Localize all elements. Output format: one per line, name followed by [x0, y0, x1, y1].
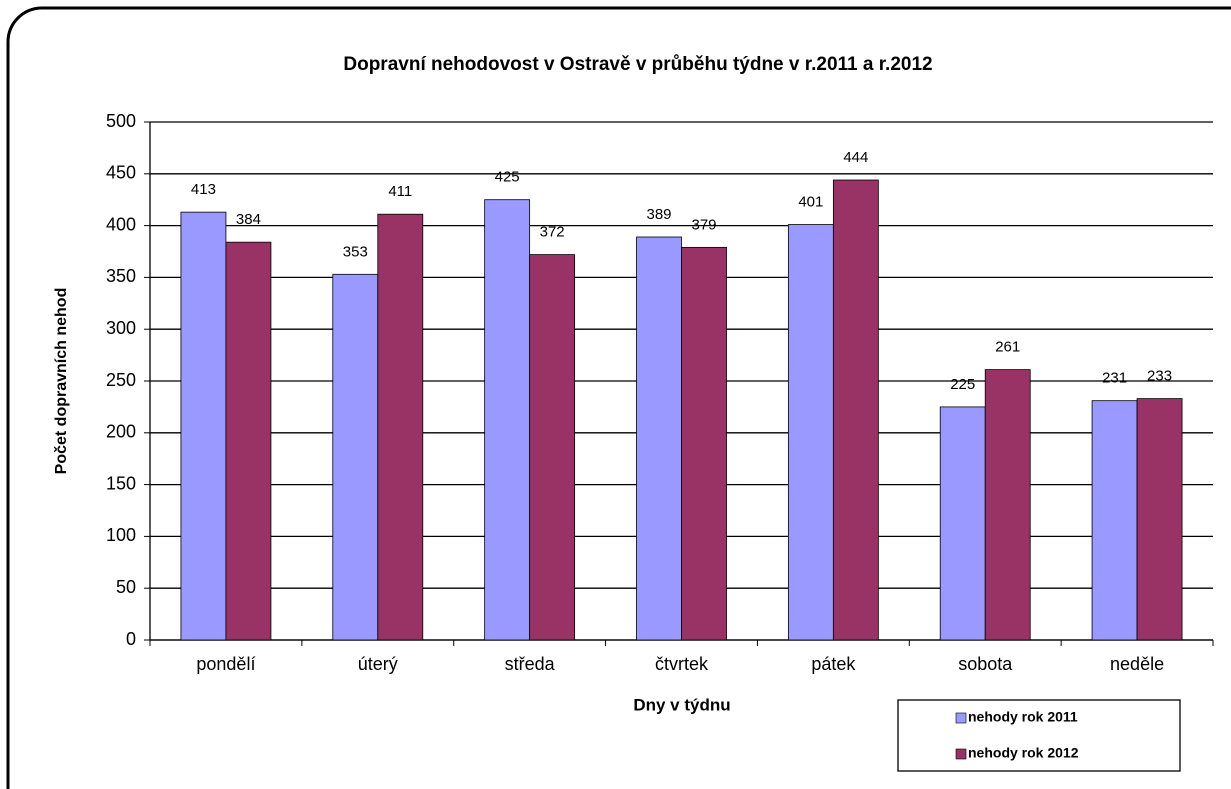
y-tick-label: 200 [106, 422, 136, 442]
data-label: 353 [343, 243, 368, 260]
y-tick-label: 250 [106, 370, 136, 390]
legend-box [897, 699, 1181, 772]
y-axis-label: Počet dopravních nehod [53, 288, 70, 475]
y-tick-label: 0 [126, 629, 136, 649]
y-tick-label: 450 [106, 163, 136, 183]
data-label: 231 [1102, 370, 1127, 387]
x-tick-label: neděle [1110, 654, 1164, 674]
bar [787, 224, 834, 641]
legend-swatch [955, 712, 967, 724]
data-label: 411 [388, 183, 412, 200]
data-label: 233 [1147, 368, 1172, 385]
y-tick-label: 50 [116, 577, 136, 597]
legend-swatch [955, 748, 967, 760]
bar [636, 236, 682, 641]
data-label: 444 [843, 149, 868, 166]
y-tick-label: 100 [106, 525, 136, 545]
data-label: 261 [995, 339, 1020, 356]
x-tick-label: sobota [958, 654, 1013, 674]
bar [1091, 400, 1138, 641]
y-tick-label: 150 [106, 473, 136, 493]
bar [332, 273, 379, 641]
bar [180, 211, 227, 641]
bar [984, 369, 1031, 641]
legend-label: nehody rok 2012 [968, 745, 1079, 761]
y-tick-label: 350 [106, 266, 136, 286]
y-tick-label: 400 [106, 214, 136, 234]
x-tick-label: středa [505, 654, 556, 674]
data-label: 425 [495, 169, 520, 186]
data-label: 413 [191, 181, 216, 198]
chart-frame [6, 6, 1231, 789]
bar [225, 241, 272, 641]
bar [1136, 398, 1183, 641]
x-axis-label: Dny v týdnu [633, 695, 730, 714]
data-label: 225 [950, 376, 975, 393]
data-label: 384 [236, 211, 261, 228]
y-tick-label: 500 [106, 111, 136, 131]
data-label: 389 [646, 206, 671, 223]
data-label: 379 [691, 216, 716, 233]
bar [377, 213, 424, 641]
data-label: 372 [540, 224, 565, 241]
bar [832, 179, 879, 641]
y-tick-label: 300 [106, 318, 136, 338]
chart-title: Dopravní nehodovost v Ostravě v průběhu … [343, 54, 932, 75]
bar [939, 406, 986, 641]
bar [681, 246, 727, 641]
x-tick-label: úterý [358, 654, 398, 674]
legend-label: nehody rok 2011 [968, 709, 1078, 725]
x-tick-label: pondělí [196, 654, 255, 674]
x-tick-label: čtvrtek [655, 654, 709, 674]
x-tick-label: pátek [811, 654, 856, 674]
bar [529, 254, 576, 641]
bar [484, 199, 531, 641]
data-label: 401 [798, 194, 823, 211]
